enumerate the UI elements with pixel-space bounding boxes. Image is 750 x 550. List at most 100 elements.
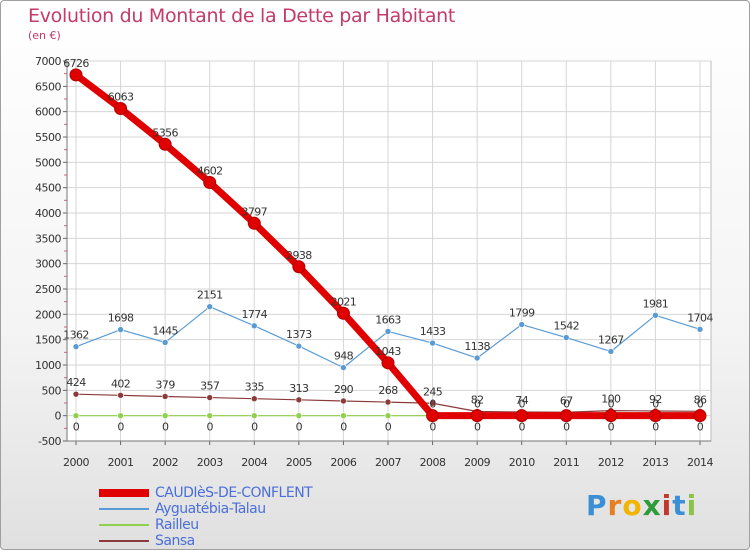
data-point [250,412,258,419]
logo-letter: r [607,489,623,522]
x-tick-label: 2003 [197,456,223,469]
legend-swatch [99,508,149,510]
data-label: 1138 [464,340,490,353]
data-point [161,393,169,400]
data-label: 0 [73,421,80,434]
y-tick-label: 4500 [35,182,61,195]
data-point [117,412,124,419]
logo-letter: o [622,489,643,522]
x-tick-label: 2011 [553,456,579,469]
data-point [69,68,83,82]
logo-letter: i [686,489,698,522]
data-label: 0 [162,421,169,434]
data-point [381,356,395,370]
data-point [604,409,618,423]
y-tick-label: 1500 [35,334,61,347]
data-point [429,339,436,347]
data-point [292,260,306,274]
data-label: 2938 [286,249,312,262]
data-point [470,409,484,423]
legend-label: CAUDIèS-DE-CONFLENT [155,485,313,501]
y-tick-label: 0 [55,410,62,423]
x-tick-label: 2008 [420,456,446,469]
y-tick-label: 3000 [35,258,61,271]
data-label: 0 [429,398,436,411]
data-label: 0 [474,421,481,434]
y-tick-label: 4000 [35,207,61,220]
legend-label: Sansa [155,533,195,549]
x-tick-label: 2013 [642,456,668,469]
y-tick-label: 2500 [35,283,61,296]
data-point [117,326,124,333]
data-point [429,399,436,407]
data-point [696,326,704,333]
data-label: 0 [697,421,704,434]
data-point [384,328,392,335]
data-point [72,412,80,419]
data-label: 4602 [197,164,223,177]
x-tick-label: 2001 [108,456,134,469]
data-label: 5356 [152,126,178,139]
data-label: 74 [515,394,528,407]
x-tick-label: 2009 [464,456,490,469]
y-tick-label: 7000 [35,55,61,68]
data-label: 2151 [197,289,223,302]
data-label: 6063 [108,90,134,103]
data-label: 948 [334,350,354,363]
y-tick-label: 6500 [35,80,61,93]
data-point [340,397,347,405]
x-tick-label: 2012 [598,456,624,469]
data-point [473,354,481,362]
logo-letter: t [672,489,687,522]
data-point [295,396,303,404]
data-point [336,306,350,320]
plot-area [66,60,712,442]
x-tick-label: 2006 [330,456,356,469]
y-tick-label: 500 [42,384,62,397]
y-tick-label: 5000 [35,156,61,169]
data-point [518,321,526,328]
data-label: 245 [423,385,443,398]
data-point [559,409,573,423]
y-tick-label: 6000 [35,106,61,119]
x-tick-label: 2002 [152,456,178,469]
data-label: 379 [156,378,176,391]
data-point [250,395,258,402]
data-point [250,322,258,330]
data-label: 82 [471,394,484,407]
data-point [607,348,615,355]
chart-title: Evolution du Montant de la Dette par Hab… [28,5,456,27]
data-point [72,343,80,350]
logo-letter: i [661,489,673,522]
data-label: 0 [385,421,392,434]
data-point [161,412,169,419]
data-label: 0 [519,421,526,434]
data-point [206,394,214,401]
data-point [340,364,347,371]
data-label: 1267 [598,333,624,346]
logo-letter: P [586,489,608,522]
data-label: 100 [601,393,621,406]
data-label: 335 [245,381,265,394]
x-tick-label: 2000 [63,456,89,469]
data-label: 0 [340,421,347,434]
data-label: 0 [474,398,481,411]
data-label: 1799 [509,307,535,320]
data-label: 0 [608,398,615,411]
data-point [652,311,659,319]
data-label: 1774 [241,308,267,321]
legend-swatch [99,540,149,542]
data-label: 0 [519,398,526,411]
data-label: 0 [563,398,570,411]
data-label: 0 [296,421,303,434]
data-point [515,409,529,423]
data-label: 0 [117,421,124,434]
data-label: 1433 [420,325,446,338]
data-label: 1542 [553,320,579,333]
x-tick-label: 2010 [509,456,535,469]
data-point [72,390,80,398]
data-point [693,409,707,423]
data-point [384,412,392,419]
